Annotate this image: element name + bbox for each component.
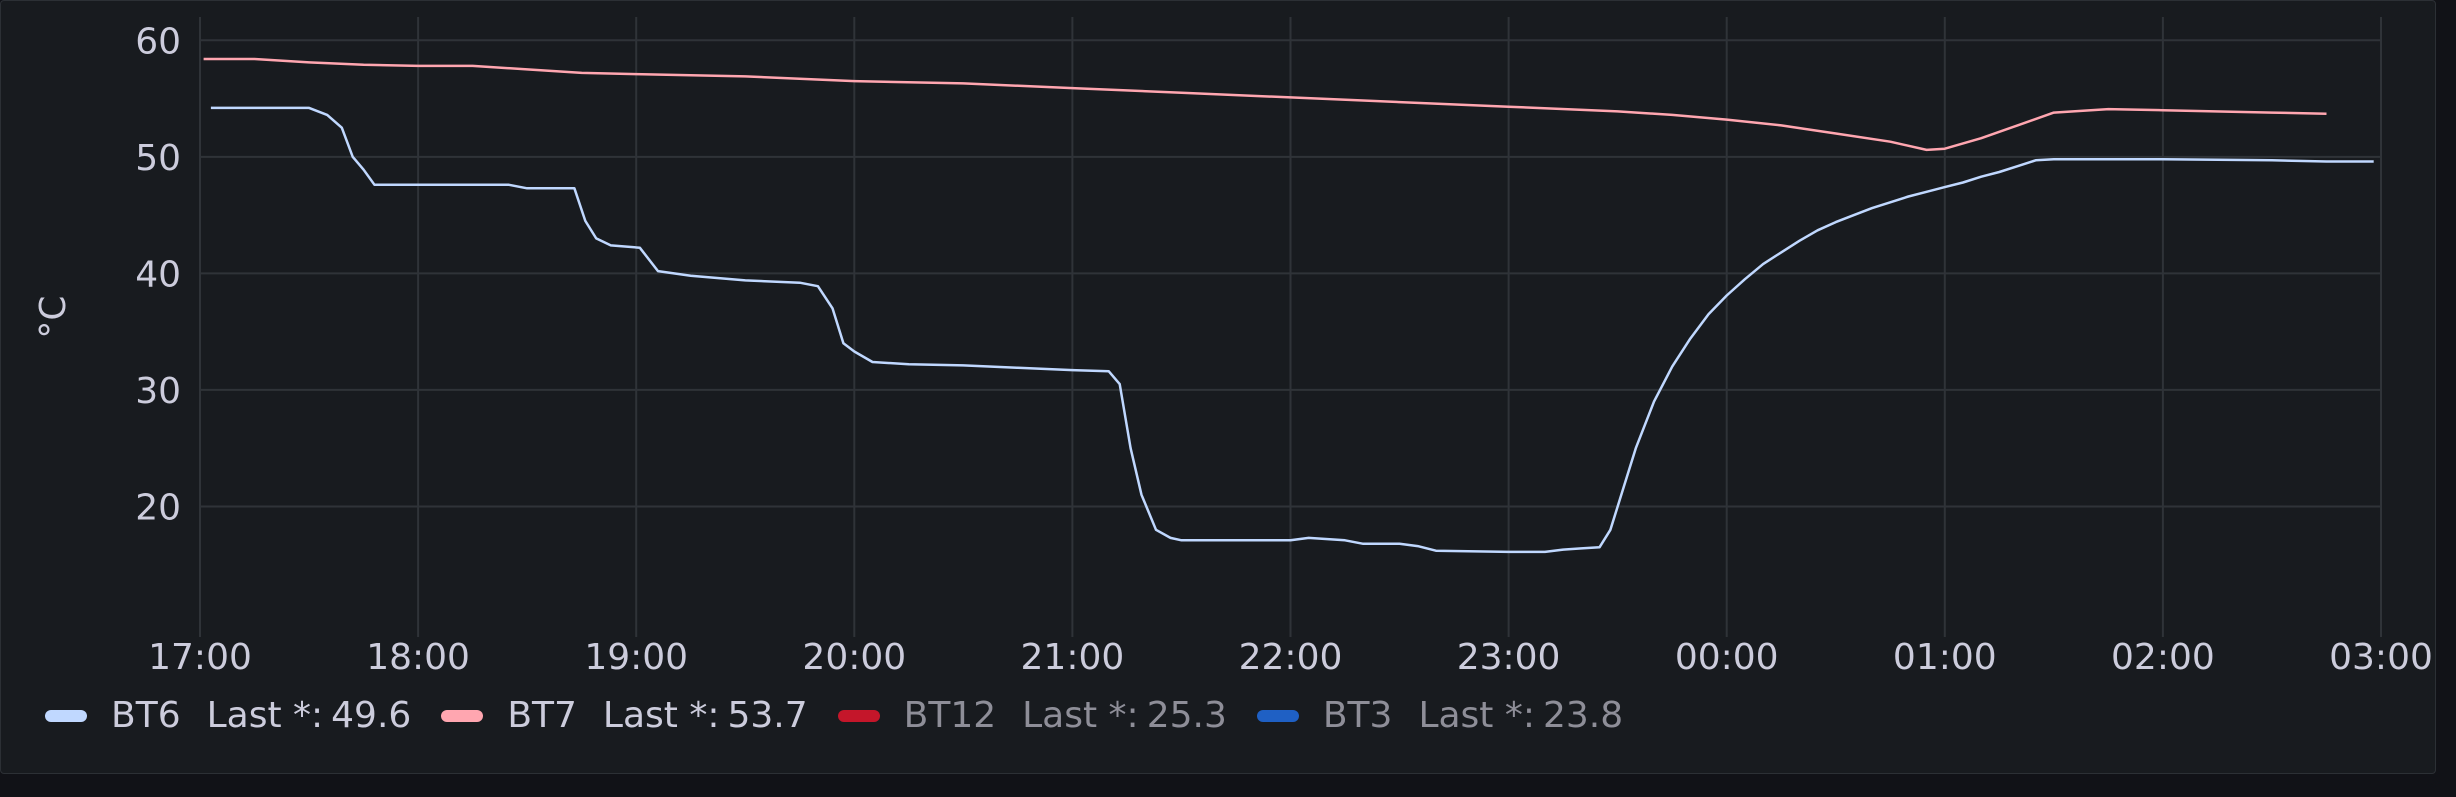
x-tick-label: 03:00 (2329, 637, 2433, 678)
legend-stat-label: Last *: (1418, 695, 1535, 736)
legend: BT6 Last *: 49.6 BT7 Last *: 53.7 BT12 Last *: 2… (45, 695, 1653, 736)
legend-stat-label: Last *: (1022, 695, 1139, 736)
x-tick-label: 22:00 (1239, 637, 1343, 678)
legend-item-bt7[interactable]: BT7 Last *: 53.7 (441, 695, 808, 736)
grid (199, 17, 2382, 637)
x-axis: 17:00 18:00 19:00 20:00 21:00 22:00 23:00 00:00… (148, 637, 2433, 678)
legend-swatch-icon (837, 709, 880, 722)
legend-series-name: BT12 (903, 695, 997, 736)
legend-stat-label: Last *: (602, 695, 720, 736)
legend-item-bt6[interactable]: BT6 Last *: 49.6 (45, 695, 411, 736)
legend-stat-label: Last *: (206, 695, 324, 736)
legend-stat-value: 23.8 (1543, 695, 1624, 736)
x-tick-label: 21:00 (1021, 637, 1125, 678)
series-lines (203, 57, 2374, 554)
legend-swatch-icon (1256, 709, 1299, 722)
x-tick-label: 00:00 (1675, 637, 1779, 678)
y-tick-label: 60 (135, 21, 181, 62)
y-axis: 20 30 40 50 60 (135, 21, 181, 528)
legend-stat-value: 25.3 (1146, 695, 1227, 736)
series-line-bt7 (203, 57, 2327, 152)
legend-stat-value: 49.6 (331, 695, 412, 736)
x-tick-label: 01:00 (1893, 637, 1997, 678)
x-tick-label: 23:00 (1457, 637, 1561, 678)
legend-item-bt3[interactable]: BT3 Last *: 23.8 (1256, 695, 1624, 736)
legend-series-name: BT6 (111, 695, 181, 736)
y-tick-label: 20 (135, 487, 181, 528)
y-axis-title: °C (33, 295, 74, 338)
legend-series-name: BT7 (507, 695, 577, 736)
x-tick-label: 19:00 (584, 637, 688, 678)
x-tick-label: 02:00 (2111, 637, 2215, 678)
legend-swatch-icon (45, 709, 87, 722)
y-tick-label: 30 (135, 371, 181, 412)
x-tick-label: 18:00 (366, 637, 470, 678)
legend-swatch-icon (441, 709, 484, 722)
y-tick-label: 40 (135, 254, 181, 295)
legend-series-name: BT3 (1322, 695, 1393, 736)
series-line-bt6 (210, 106, 2374, 554)
x-tick-label: 17:00 (148, 637, 252, 678)
y-tick-label: 50 (135, 138, 181, 179)
chart-panel: 20 30 40 50 60 17:00 18:00 19:00 20:00 21:00 22:0… (0, 0, 2436, 774)
legend-item-bt12[interactable]: BT12 Last *: 25.3 (837, 695, 1227, 736)
legend-stat-value: 53.7 (727, 695, 808, 736)
x-tick-label: 20:00 (802, 637, 906, 678)
